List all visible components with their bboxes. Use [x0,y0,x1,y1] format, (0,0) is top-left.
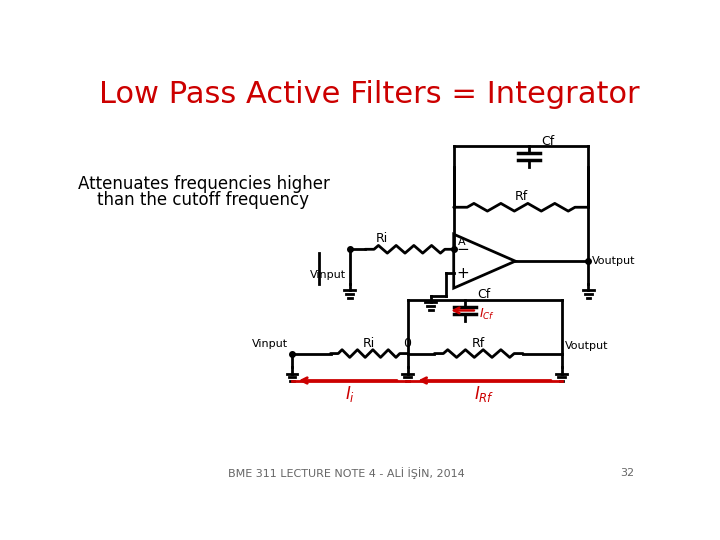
Text: Attenuates frequencies higher: Attenuates frequencies higher [78,175,329,193]
Text: $I_{Rf}$: $I_{Rf}$ [474,384,495,404]
Text: Voutput: Voutput [592,256,635,266]
Text: $I_i$: $I_i$ [345,384,355,404]
Text: Ri: Ri [376,232,388,245]
Text: Low Pass Active Filters = Integrator: Low Pass Active Filters = Integrator [99,79,639,109]
Text: than the cutoff frequency: than the cutoff frequency [97,191,310,208]
Text: Vinput: Vinput [252,339,288,349]
Text: BME 311 LECTURE NOTE 4 - ALİ İŞİN, 2014: BME 311 LECTURE NOTE 4 - ALİ İŞİN, 2014 [228,467,464,479]
Text: −: − [456,242,469,257]
Text: Vinput: Vinput [310,269,346,280]
Text: Rf: Rf [472,337,485,350]
Text: Cf: Cf [541,134,554,147]
Text: Voutput: Voutput [564,341,608,351]
Text: A: A [459,238,466,247]
Text: 32: 32 [620,468,634,478]
Text: Rf: Rf [515,190,528,203]
Text: +: + [456,266,469,280]
Text: Cf: Cf [477,288,491,301]
Text: $I_{Cf}$: $I_{Cf}$ [479,307,495,322]
Text: Ri: Ri [363,337,375,350]
Text: 0: 0 [403,337,412,350]
